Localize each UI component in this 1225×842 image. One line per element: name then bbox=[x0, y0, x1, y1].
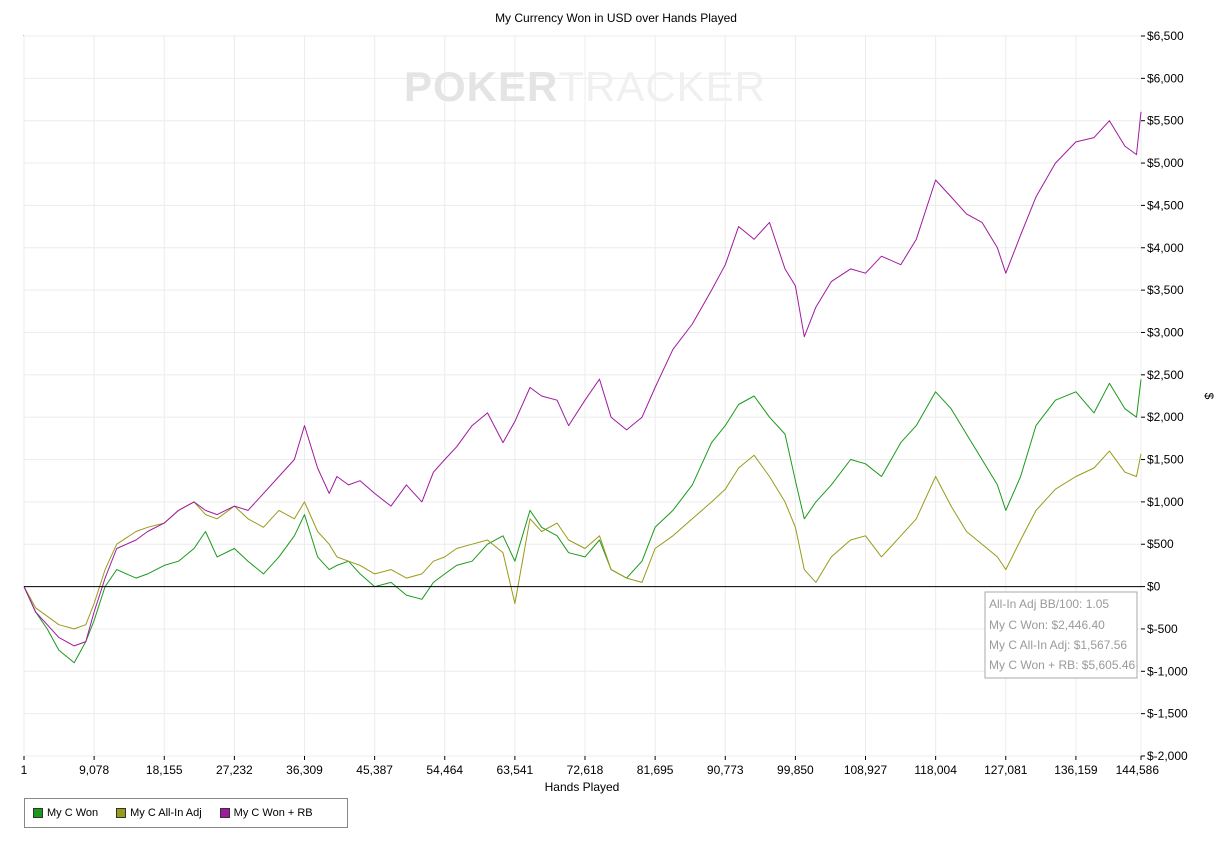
chart-title: My Currency Won in USD over Hands Played bbox=[495, 11, 737, 25]
x-tick-label: 72,618 bbox=[567, 763, 604, 777]
y-axis-ticks: $6,500 $6,000 $5,500 $5,000 $4,500 $4,000 $3,5… bbox=[1141, 29, 1188, 763]
y-tick-label: $5,500 bbox=[1147, 114, 1184, 128]
x-tick-label: 118,004 bbox=[914, 763, 957, 777]
y-tick-label: $-1,500 bbox=[1147, 707, 1188, 721]
y-tick-label: $1,500 bbox=[1147, 453, 1184, 467]
info-allin-adj: My C All-In Adj: $1,567.56 bbox=[989, 638, 1127, 652]
legend-item-allin-adj[interactable]: My C All-In Adj bbox=[116, 807, 202, 819]
series-line-2 bbox=[23, 111, 1142, 647]
y-tick-label: $6,500 bbox=[1147, 29, 1184, 43]
y-tick-label: $4,000 bbox=[1147, 241, 1184, 255]
legend: My C Won My C All-In Adj My C Won + RB bbox=[24, 798, 348, 828]
info-won-rb: My C Won + RB: $5,605.46 bbox=[989, 658, 1136, 672]
x-tick-label: 45,387 bbox=[356, 763, 393, 777]
y-tick-label: $3,500 bbox=[1147, 283, 1184, 297]
legend-item-won-rb[interactable]: My C Won + RB bbox=[219, 807, 313, 819]
y-tick-label: $6,000 bbox=[1147, 71, 1184, 85]
legend-swatch-allin-adj bbox=[116, 808, 127, 818]
y-tick-label: $5,000 bbox=[1147, 156, 1184, 170]
legend-label-won-rb: My C Won + RB bbox=[233, 807, 313, 819]
y-tick-label: $-500 bbox=[1147, 622, 1178, 636]
y-tick-label: $3,000 bbox=[1147, 325, 1184, 339]
x-tick-label: 27,232 bbox=[216, 763, 253, 777]
series-line-0 bbox=[23, 379, 1142, 664]
x-tick-label: 108,927 bbox=[844, 763, 888, 777]
info-won: My C Won: $2,446.40 bbox=[989, 618, 1105, 632]
plot-area bbox=[23, 35, 1142, 757]
y-tick-label: $2,500 bbox=[1147, 368, 1184, 382]
legend-item-won[interactable]: My C Won bbox=[33, 807, 98, 819]
watermark-light: TRACKER bbox=[558, 63, 766, 110]
info-box: All-In Adj BB/100: 1.05 My C Won: $2,446… bbox=[984, 591, 1138, 679]
y-tick-label: $4,500 bbox=[1147, 198, 1184, 212]
x-tick-label: 36,309 bbox=[286, 763, 323, 777]
series-lines bbox=[23, 111, 1142, 664]
y-axis-title: $ bbox=[1202, 393, 1216, 400]
legend-label-won: My C Won bbox=[47, 807, 99, 819]
watermark-bold: POKER bbox=[404, 63, 558, 110]
y-tick-label: $-1,000 bbox=[1147, 664, 1188, 678]
watermark-logo: POKERTRACKER bbox=[404, 63, 766, 110]
x-tick-label: 144,586 bbox=[1116, 763, 1160, 777]
x-tick-label: 63,541 bbox=[497, 763, 534, 777]
x-tick-label: 81,695 bbox=[637, 763, 674, 777]
x-tick-label: 127,081 bbox=[984, 763, 1028, 777]
series-line-1 bbox=[23, 450, 1142, 630]
y-tick-label: $-2,000 bbox=[1147, 749, 1188, 763]
x-tick-label: 9,078 bbox=[79, 763, 109, 777]
y-tick-label: $0 bbox=[1147, 580, 1161, 594]
x-tick-label: 99,850 bbox=[777, 763, 814, 777]
grid bbox=[23, 35, 1142, 757]
info-bb100: All-In Adj BB/100: 1.05 bbox=[989, 597, 1109, 611]
legend-swatch-won bbox=[33, 808, 43, 818]
legend-label-allin-adj: My C All-In Adj bbox=[130, 807, 202, 819]
y-tick-label: $2,000 bbox=[1147, 410, 1184, 424]
x-tick-label: 136,159 bbox=[1054, 763, 1098, 777]
x-axis-ticks: 1 9,078 18,155 27,232 36,309 45,387 54,464 63,5… bbox=[21, 756, 1160, 777]
x-tick-label: 54,464 bbox=[426, 763, 463, 777]
x-tick-label: 90,773 bbox=[707, 763, 744, 777]
info-box-frame bbox=[984, 591, 1138, 679]
x-axis-title: Hands Played bbox=[545, 780, 620, 794]
legend-swatch-won-rb bbox=[219, 808, 230, 818]
y-tick-label: $500 bbox=[1147, 537, 1174, 551]
x-tick-label: 1 bbox=[21, 763, 28, 777]
x-tick-label: 18,155 bbox=[146, 763, 183, 777]
y-tick-label: $1,000 bbox=[1147, 495, 1184, 509]
